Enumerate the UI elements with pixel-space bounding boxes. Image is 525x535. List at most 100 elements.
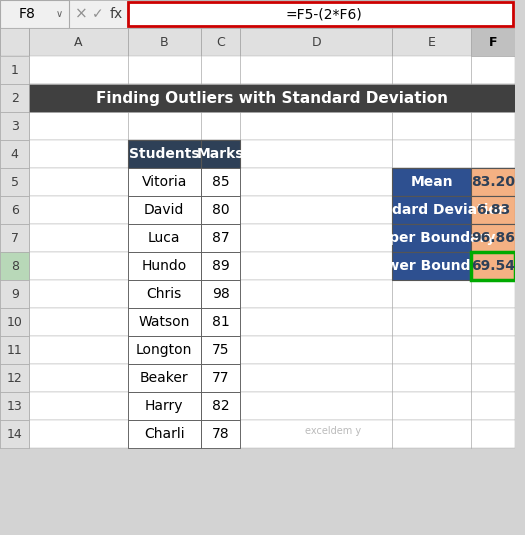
Bar xyxy=(128,252,201,280)
Bar xyxy=(0,280,29,308)
Text: 83.20: 83.20 xyxy=(471,175,515,189)
Text: Charli: Charli xyxy=(144,427,185,441)
Bar xyxy=(392,168,471,196)
Text: 13: 13 xyxy=(7,400,23,412)
Text: 69.54: 69.54 xyxy=(471,259,515,273)
Text: C: C xyxy=(216,35,225,49)
Text: F: F xyxy=(489,35,497,49)
Bar xyxy=(128,140,201,168)
Text: ∨: ∨ xyxy=(55,9,62,19)
Bar xyxy=(128,420,201,448)
Text: B: B xyxy=(160,35,169,49)
Bar xyxy=(0,56,515,84)
Bar xyxy=(392,224,471,252)
Text: Vitoria: Vitoria xyxy=(142,175,187,189)
Text: 85: 85 xyxy=(212,175,229,189)
Bar xyxy=(0,112,29,140)
Text: Standard Deviation: Standard Deviation xyxy=(355,203,508,217)
Bar xyxy=(69,0,70,28)
Text: ×: × xyxy=(75,6,88,21)
Bar xyxy=(128,364,201,392)
Text: E: E xyxy=(428,35,436,49)
Bar xyxy=(471,252,515,280)
Bar xyxy=(128,280,201,308)
Bar xyxy=(0,28,515,56)
Text: 82: 82 xyxy=(212,399,229,413)
Text: Mean: Mean xyxy=(410,175,453,189)
Bar xyxy=(0,252,29,280)
Text: D: D xyxy=(311,35,321,49)
Bar xyxy=(201,224,240,252)
Bar xyxy=(0,364,29,392)
Text: 8: 8 xyxy=(10,259,19,272)
Bar xyxy=(0,196,29,224)
Text: Harry: Harry xyxy=(145,399,184,413)
Text: Beaker: Beaker xyxy=(140,371,188,385)
Bar xyxy=(128,196,201,224)
Bar xyxy=(0,280,515,308)
Bar xyxy=(29,84,515,112)
Bar xyxy=(0,336,515,364)
Bar xyxy=(201,196,240,224)
Bar xyxy=(471,224,515,252)
Bar xyxy=(0,308,29,336)
Text: 80: 80 xyxy=(212,203,229,217)
Text: 87: 87 xyxy=(212,231,229,245)
Text: 69.54: 69.54 xyxy=(471,259,515,273)
Text: Lower Boundary: Lower Boundary xyxy=(368,259,496,273)
Bar xyxy=(0,196,515,224)
Bar xyxy=(0,224,29,252)
Text: =F5-(2*F6): =F5-(2*F6) xyxy=(285,7,362,21)
Bar xyxy=(0,56,29,84)
Text: 96.86: 96.86 xyxy=(471,231,515,245)
Text: A: A xyxy=(74,35,83,49)
Text: 75: 75 xyxy=(212,343,229,357)
Text: Chris: Chris xyxy=(146,287,182,301)
Bar xyxy=(0,168,515,196)
Text: 89: 89 xyxy=(212,259,229,273)
Text: 5: 5 xyxy=(10,175,19,188)
Bar xyxy=(128,0,129,28)
Text: Longton: Longton xyxy=(136,343,193,357)
Bar xyxy=(0,364,515,392)
Bar xyxy=(201,168,240,196)
Bar xyxy=(0,392,515,420)
Text: 98: 98 xyxy=(212,287,229,301)
Text: Marks: Marks xyxy=(197,147,245,161)
Bar xyxy=(0,112,515,140)
Bar xyxy=(0,140,29,168)
Bar xyxy=(128,308,201,336)
Bar xyxy=(128,168,201,196)
Text: Watson: Watson xyxy=(139,315,190,329)
Bar xyxy=(392,196,471,224)
Text: 14: 14 xyxy=(7,427,23,440)
Bar xyxy=(471,196,515,224)
Text: 4: 4 xyxy=(11,148,19,160)
Bar xyxy=(471,28,515,56)
Bar xyxy=(129,2,513,26)
Bar xyxy=(0,420,515,448)
Bar xyxy=(128,392,201,420)
Text: 12: 12 xyxy=(7,371,23,385)
Text: Finding Outliers with Standard Deviation: Finding Outliers with Standard Deviation xyxy=(96,90,448,105)
Text: 77: 77 xyxy=(212,371,229,385)
Bar xyxy=(0,84,29,112)
Bar xyxy=(0,28,29,56)
Text: 78: 78 xyxy=(212,427,229,441)
Text: 9: 9 xyxy=(11,287,19,301)
Text: Upper Boundary: Upper Boundary xyxy=(368,231,495,245)
Text: exceldem y: exceldem y xyxy=(306,426,362,436)
Text: ✓: ✓ xyxy=(92,7,104,21)
Bar xyxy=(0,336,29,364)
Text: Students: Students xyxy=(129,147,200,161)
Text: 81: 81 xyxy=(212,315,229,329)
Bar xyxy=(201,336,240,364)
Bar xyxy=(0,0,515,28)
Text: 3: 3 xyxy=(11,119,19,133)
Text: 1: 1 xyxy=(11,64,19,77)
Bar xyxy=(201,364,240,392)
Bar xyxy=(201,280,240,308)
Text: Luca: Luca xyxy=(148,231,181,245)
Bar xyxy=(128,336,201,364)
Text: F8: F8 xyxy=(19,7,36,21)
